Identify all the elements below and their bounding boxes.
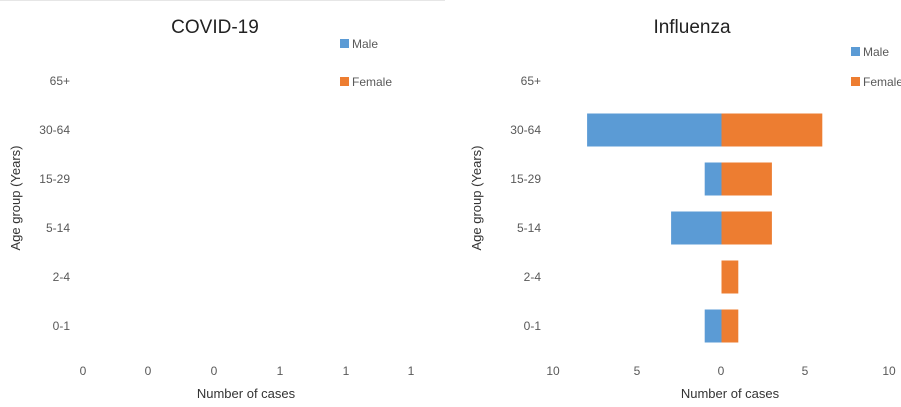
chart2-bar-female-5-14 [721, 211, 772, 245]
chart2-bar-female-2-4 [721, 260, 739, 294]
chart1-x-axis-label: Number of cases [197, 386, 296, 401]
chart1-legend-swatch-female [340, 77, 349, 86]
chart2-bar-male-0-1 [704, 309, 722, 343]
chart2-category-label: 0-1 [524, 319, 542, 333]
chart1-x-tick-label: 1 [343, 364, 350, 378]
chart2-legend-swatch-female [851, 77, 860, 86]
chart2-x-tick-label: 10 [546, 364, 560, 378]
chart2-legend-label-male: Male [863, 45, 889, 59]
chart1-x-tick-label: 1 [277, 364, 284, 378]
chart2-bar-female-15-29 [721, 162, 772, 196]
chart2-legend-label-female: Female [863, 75, 901, 89]
chart1-y-axis-label: Age group (Years) [8, 145, 23, 250]
chart1-x-tick-label: 0 [145, 364, 152, 378]
chart2-x-tick-label: 5 [802, 364, 809, 378]
chart1-category-label: 30-64 [39, 123, 70, 137]
chart2-bar-male-5-14 [671, 211, 722, 245]
chart2-category-label: 65+ [521, 74, 541, 88]
chart2-bar-female-0-1 [721, 309, 739, 343]
top-divider [0, 0, 445, 1]
chart2-bar-female-30-64 [721, 113, 823, 147]
chart1-title: COVID-19 [171, 17, 259, 38]
chart1-category-label: 15-29 [39, 172, 70, 186]
chart2-category-label: 30-64 [510, 123, 541, 137]
chart2-category-label: 15-29 [510, 172, 541, 186]
chart1-x-tick-label: 0 [211, 364, 218, 378]
chart2-legend-swatch-male [851, 47, 860, 56]
chart2-y-axis-label: Age group (Years) [469, 145, 484, 250]
chart1-category-label: 2-4 [53, 270, 71, 284]
chart2-category-label: 2-4 [524, 270, 542, 284]
chart1-x-tick-label: 0 [80, 364, 87, 378]
chart2-x-tick-label: 10 [882, 364, 896, 378]
chart2-category-label: 5-14 [517, 221, 541, 235]
chart1-legend-label-male: Male [352, 37, 378, 51]
chart1-x-tick-label: 1 [408, 364, 415, 378]
chart2-bar-male-30-64 [587, 113, 722, 147]
chart1-legend-swatch-male [340, 39, 349, 48]
chart1-legend-label-female: Female [352, 75, 392, 89]
chart2-title: Influenza [653, 17, 731, 38]
chart2-x-axis-label: Number of cases [681, 386, 780, 401]
chart1-category-label: 0-1 [53, 319, 71, 333]
chart2-x-tick-label: 0 [718, 364, 725, 378]
chart1-category-label: 65+ [50, 74, 70, 88]
chart1-category-label: 5-14 [46, 221, 70, 235]
chart2-x-tick-label: 5 [634, 364, 641, 378]
chart2-bar-male-15-29 [704, 162, 722, 196]
